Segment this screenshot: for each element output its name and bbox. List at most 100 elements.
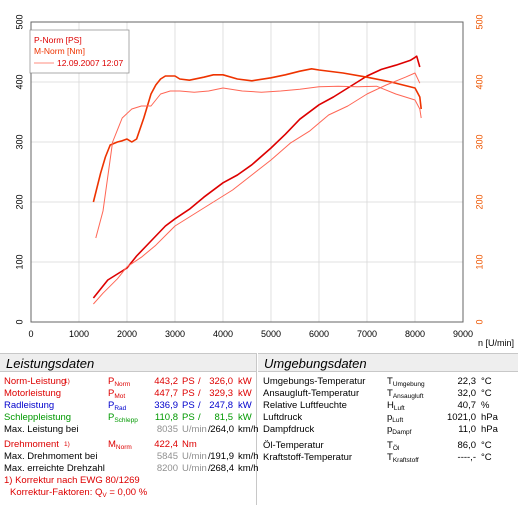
x-tick-label-7: 7000 [357,329,377,339]
row-value: ----,- [457,452,476,463]
row-rpm-value: 5845 [156,451,178,462]
row-label: Radleistung [4,400,55,411]
row-value-ps: 336,9 [154,400,178,411]
x-axis-label: n [U/min] [478,338,514,348]
x-tick-label-1: 1000 [69,329,89,339]
row-unit-kw: kW [238,412,252,423]
row-value: 32,0 [457,388,477,399]
row-symbol-symbol: p [387,412,393,423]
x-tick-label-3: 3000 [165,329,185,339]
row-value: 40,7 [457,400,477,411]
right-tick-label-3: 300 [474,134,484,149]
legend-entry-date: 12.09.2007 12:07 [57,58,123,68]
row-symbol: PSchlepp [108,412,138,424]
right-tick-label-2: 200 [474,194,484,209]
row-symbol: TAnsaugluft [387,388,424,400]
row-unit-kw: kW [238,400,252,411]
row-unit: °C [481,452,492,463]
x-tick-label-5: 5000 [261,329,281,339]
right-tick-label-0: 0 [474,319,484,324]
left-tick-label-0: 0 [14,319,24,324]
row-footnote-mark: 1) [64,441,70,448]
row-symbol-subscript: Norm [114,381,131,388]
row-rpm-value: 8200 [156,463,178,474]
left-tick-label-2: 200 [14,194,24,209]
row-symbol-symbol: T [387,376,393,387]
left-tick-label-3: 300 [14,134,24,149]
row-unit: % [481,400,490,411]
x-tick-label-8: 8000 [405,329,425,339]
row-speed-value: 191,9 [210,451,234,462]
row-speed-unit: km/h [238,463,259,474]
row-value-ps: 443,2 [154,376,178,387]
row-label: Norm-Leistung [4,376,67,387]
row-unit: °C [481,440,492,451]
row-symbol-symbol: p [387,424,393,435]
row-symbol-subscript: Ansaugluft [392,393,424,400]
row-value-kw: 326,0 [209,376,233,387]
row-value-kw: 81,5 [214,412,234,423]
row-footnote-mark: 1) [64,378,70,385]
footnote-factors-sub: V [102,492,107,499]
right-axis-ticks: 0 100 200 300 400 500 [474,14,484,324]
row-separator: / [198,376,201,387]
row-unit: °C [481,376,492,387]
row-symbol: TKraftstoff [387,452,419,464]
row-rpm-unit: U/min [182,451,207,462]
row-symbol-subscript: Dampf [392,429,412,436]
legend-entry-p-norm: P-Norm [PS] [34,35,82,45]
x-axis-ticks: 0 1000 2000 3000 4000 5000 6000 7000 8000 9000 [28,329,473,339]
row-rpm-value: 8035 [156,424,178,435]
plot-frame [30,21,464,323]
row-value-kw: 247,8 [209,400,233,411]
x-tick-label-9: 9000 [453,329,473,339]
row-speed-unit: km/h [238,451,259,462]
row-label: Ansaugluft-Temperatur [263,388,360,399]
row-symbol: pDampf [387,424,411,436]
right-tick-label-4: 400 [474,74,484,89]
row-speed-value: 268,4 [210,463,234,474]
left-tick-label-5: 500 [14,14,24,29]
row-label: Max. erreichte Drehzahl [4,463,105,474]
row-symbol: pLuft [387,412,403,424]
row-unit-ps: PS [182,388,195,399]
row-unit: °C [481,388,492,399]
row-value: 22,3 [457,376,477,387]
row-symbol-subscript: Luft [392,417,404,424]
row-symbol-symbol: T [387,440,393,451]
row-symbol: TÖl [387,440,399,452]
series-line-1 [92,68,422,203]
row-symbol-subscript: Schlepp [114,417,138,424]
legend-box [29,29,130,74]
row-unit-ps: PS [182,412,195,423]
row-separator: / [208,463,211,474]
footnote-factors-value: = 0,00 % [109,487,148,498]
row-unit: hPa [481,424,498,435]
row-symbol-subscript: Mot [114,393,126,400]
panel-divider [256,353,257,505]
right-tick-label-1: 100 [474,254,484,269]
row-symbol-symbol: H [387,400,394,411]
row-symbol-symbol: P [108,388,115,399]
power-torque-chart: 0 1000 2000 3000 4000 5000 6000 7000 8000 9000 01… [14,14,514,348]
series-line-0 [92,55,421,299]
row-value: 86,0 [457,440,477,451]
row-separator: / [208,451,211,462]
row-symbol-symbol: P [108,400,115,411]
row-symbol-subscript: Umgebung [392,381,425,388]
row-label: Motorleistung [4,388,62,399]
x-tick-label-6: 6000 [309,329,329,339]
row-symbol-subscript: Kraftstoff [392,457,419,464]
row-separator: / [198,400,201,411]
row-value: 1021,0 [446,412,476,423]
x-tick-label-0: 0 [28,329,33,339]
footnote-factors-label: Korrektur-Faktoren: Q [10,487,103,498]
row-symbol-symbol: P [108,412,115,423]
x-tick-label-2: 2000 [117,329,137,339]
row-separator: / [198,412,201,423]
footnote-correction: 1) Korrektur nach EWG 80/1269 [4,475,140,486]
row-symbol: PNorm [108,376,130,388]
row-unit-ps: PS [182,400,195,411]
row-symbol-subscript: Rad [114,405,127,412]
row-symbol: HLuft [387,400,405,412]
